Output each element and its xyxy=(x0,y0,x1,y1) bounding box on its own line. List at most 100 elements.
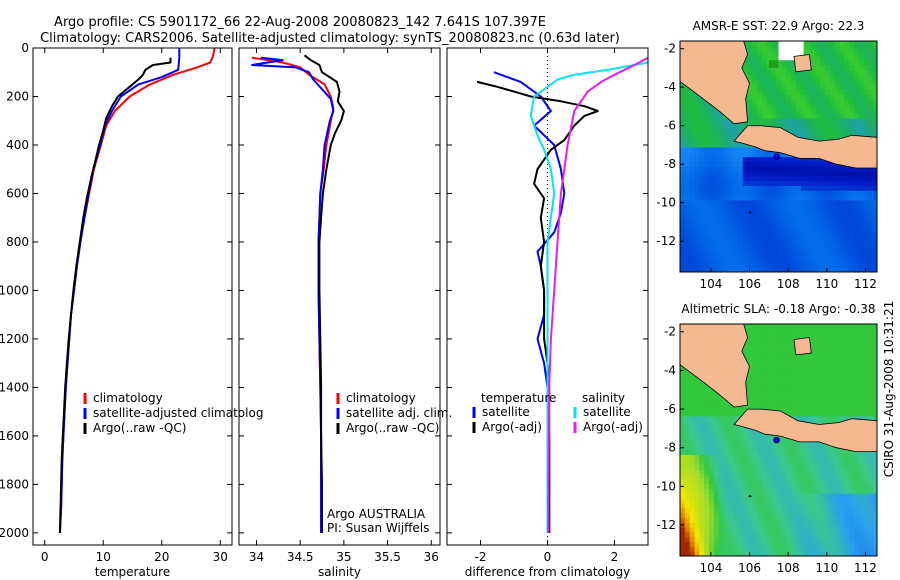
map-cell xyxy=(713,243,720,249)
map-cell xyxy=(849,185,855,191)
map-cell xyxy=(747,69,753,76)
map-cell xyxy=(820,65,826,71)
map-cell xyxy=(776,444,782,451)
map-cell xyxy=(776,357,782,364)
map-cell xyxy=(834,498,840,504)
map-cell xyxy=(791,79,797,85)
map-cell xyxy=(820,444,826,451)
map-cell xyxy=(752,531,758,538)
map-cell xyxy=(766,488,773,494)
map-cell xyxy=(844,252,850,259)
map-cell xyxy=(858,79,865,85)
map-cell xyxy=(737,175,744,182)
map-cell xyxy=(762,546,768,552)
map-cell xyxy=(776,257,782,263)
map-cell xyxy=(868,41,874,47)
map-cell xyxy=(800,502,807,509)
map-cell xyxy=(713,228,720,235)
map-cell xyxy=(776,362,782,369)
map-cell xyxy=(839,401,845,407)
map-cell xyxy=(747,185,753,191)
map-cell xyxy=(680,401,686,407)
y-tick-label: 600 xyxy=(6,186,29,200)
map-cell xyxy=(863,377,869,383)
map-cell xyxy=(839,522,845,528)
map-cell xyxy=(873,531,877,538)
map-cell xyxy=(737,522,744,528)
map-cell xyxy=(795,415,802,422)
map-cell xyxy=(849,483,855,489)
map-cell xyxy=(757,362,763,369)
map-cell xyxy=(868,113,874,119)
map-cell xyxy=(757,517,763,523)
map-cell xyxy=(820,98,826,105)
map-cell xyxy=(752,262,758,268)
map-cell xyxy=(820,243,826,249)
map-cell xyxy=(810,267,816,272)
map-cell xyxy=(742,440,749,446)
map-cell xyxy=(704,199,710,206)
map-cell xyxy=(834,473,840,480)
map-x-tick-label: 110 xyxy=(815,561,838,575)
map-cell xyxy=(718,488,724,494)
map-cell xyxy=(849,502,855,509)
map-cell xyxy=(844,343,850,349)
map-cell xyxy=(680,420,686,427)
map-cell xyxy=(776,151,782,158)
map-cell xyxy=(728,517,734,523)
map-cell xyxy=(723,502,729,509)
map-cell xyxy=(839,113,845,119)
map-cell xyxy=(815,541,821,547)
map-cell xyxy=(781,185,787,191)
map-cell xyxy=(839,166,845,172)
map-cell xyxy=(776,483,782,489)
map-cell xyxy=(694,93,700,100)
map-cell xyxy=(723,459,729,465)
map-cell xyxy=(704,166,710,172)
map-cell xyxy=(853,122,860,129)
map-cell xyxy=(781,267,787,272)
map-cell xyxy=(771,55,778,61)
map-cell xyxy=(747,166,753,172)
map-cell xyxy=(800,357,807,364)
map-cell xyxy=(834,386,840,393)
map-cell xyxy=(849,488,855,494)
map-cell xyxy=(757,488,763,494)
map-cell xyxy=(718,146,724,153)
map-cell xyxy=(752,60,758,66)
map-cell xyxy=(786,161,792,167)
map-cell xyxy=(689,98,696,105)
map-cell xyxy=(820,219,826,225)
map-cell xyxy=(815,324,821,330)
map-cell xyxy=(757,175,763,182)
map-cell xyxy=(810,386,816,393)
map-cell xyxy=(829,498,836,504)
map-cell xyxy=(742,343,749,349)
map-cell xyxy=(771,93,778,100)
map-cell xyxy=(747,372,753,378)
map-cell xyxy=(694,142,700,148)
map-cell xyxy=(776,209,782,215)
map-cell xyxy=(709,262,715,268)
map-cell xyxy=(863,170,869,177)
map-cell xyxy=(858,333,865,340)
map-cell xyxy=(858,493,865,499)
map-cell xyxy=(733,406,739,412)
map-cell xyxy=(868,50,874,56)
argo-agency-label: Argo AUSTRALIA xyxy=(327,507,426,521)
map-cell xyxy=(805,362,811,369)
map-cell xyxy=(723,142,729,148)
map-cell xyxy=(771,118,778,124)
map-cell xyxy=(752,93,758,100)
map-cell xyxy=(786,238,792,244)
map-cell xyxy=(820,353,826,359)
map-cell xyxy=(800,247,807,254)
map-cell xyxy=(680,391,686,398)
map-cell xyxy=(781,175,787,182)
map-cell xyxy=(742,488,749,494)
map-cell xyxy=(776,502,782,509)
map-cell xyxy=(824,132,831,138)
map-cell xyxy=(805,411,811,417)
map-cell xyxy=(718,531,724,538)
christmas-island-marker xyxy=(747,211,752,214)
